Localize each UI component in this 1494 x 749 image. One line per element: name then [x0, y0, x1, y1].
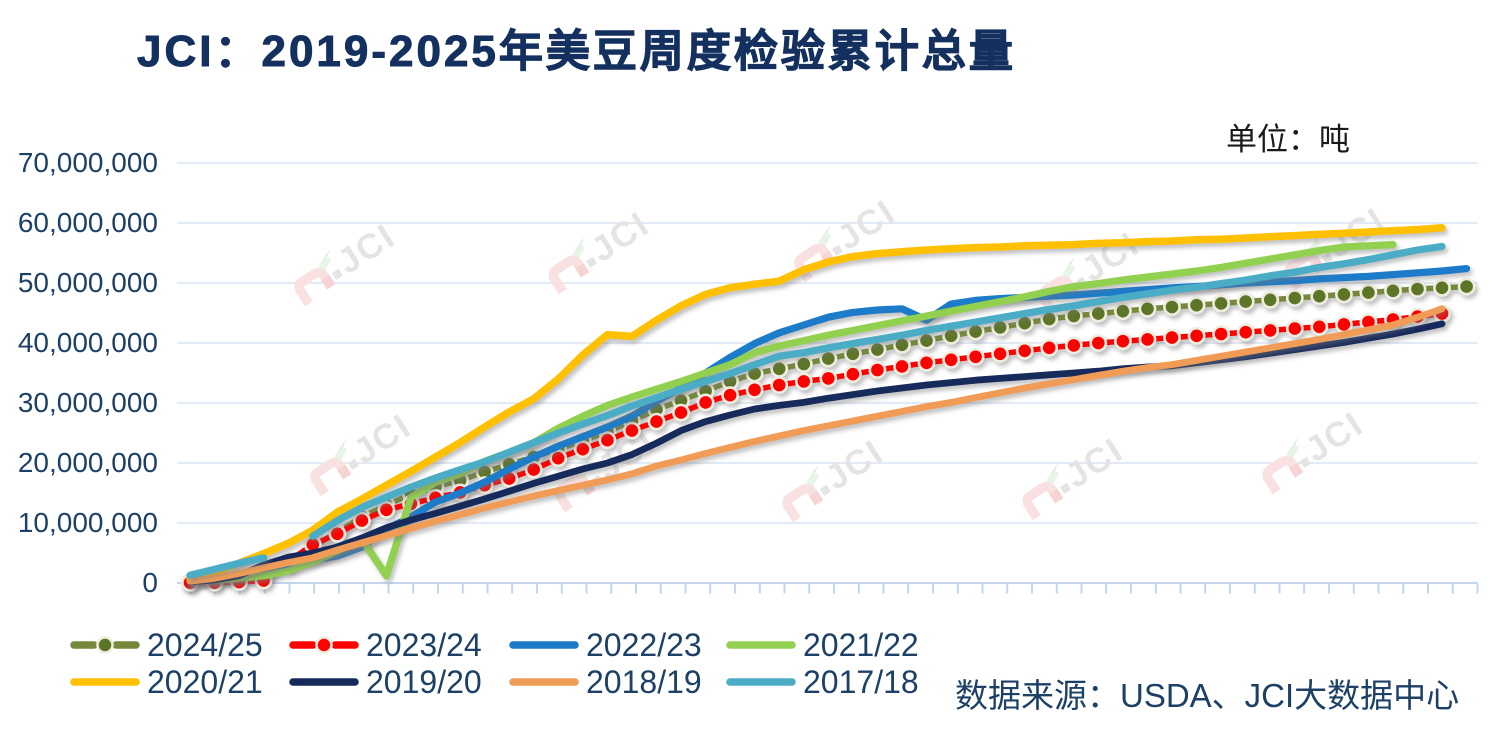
svg-text:2024/25: 2024/25: [147, 627, 263, 663]
svg-text:30,000,000: 30,000,000: [18, 387, 158, 418]
svg-text:2019/20: 2019/20: [366, 664, 482, 700]
svg-text:单位：吨: 单位：吨: [1226, 122, 1350, 157]
svg-text:0: 0: [142, 567, 158, 598]
svg-text:50,000,000: 50,000,000: [18, 267, 158, 298]
svg-text:数据来源：USDA、JCI大数据中心: 数据来源：USDA、JCI大数据中心: [955, 677, 1459, 714]
svg-text:40,000,000: 40,000,000: [18, 327, 158, 358]
svg-text:2020/21: 2020/21: [147, 664, 263, 700]
svg-text:10,000,000: 10,000,000: [18, 507, 158, 538]
svg-text:2022/23: 2022/23: [586, 627, 702, 663]
svg-text:JCI：2019-2025年美豆周度检验累计总量: JCI：2019-2025年美豆周度检验累计总量: [137, 27, 1016, 76]
svg-text:60,000,000: 60,000,000: [18, 207, 158, 238]
svg-text:2018/19: 2018/19: [586, 664, 702, 700]
svg-text:20,000,000: 20,000,000: [18, 447, 158, 478]
svg-text:2023/24: 2023/24: [366, 627, 482, 663]
svg-text:2017/18: 2017/18: [803, 664, 919, 700]
svg-text:2021/22: 2021/22: [803, 627, 919, 663]
svg-text:70,000,000: 70,000,000: [18, 147, 158, 178]
